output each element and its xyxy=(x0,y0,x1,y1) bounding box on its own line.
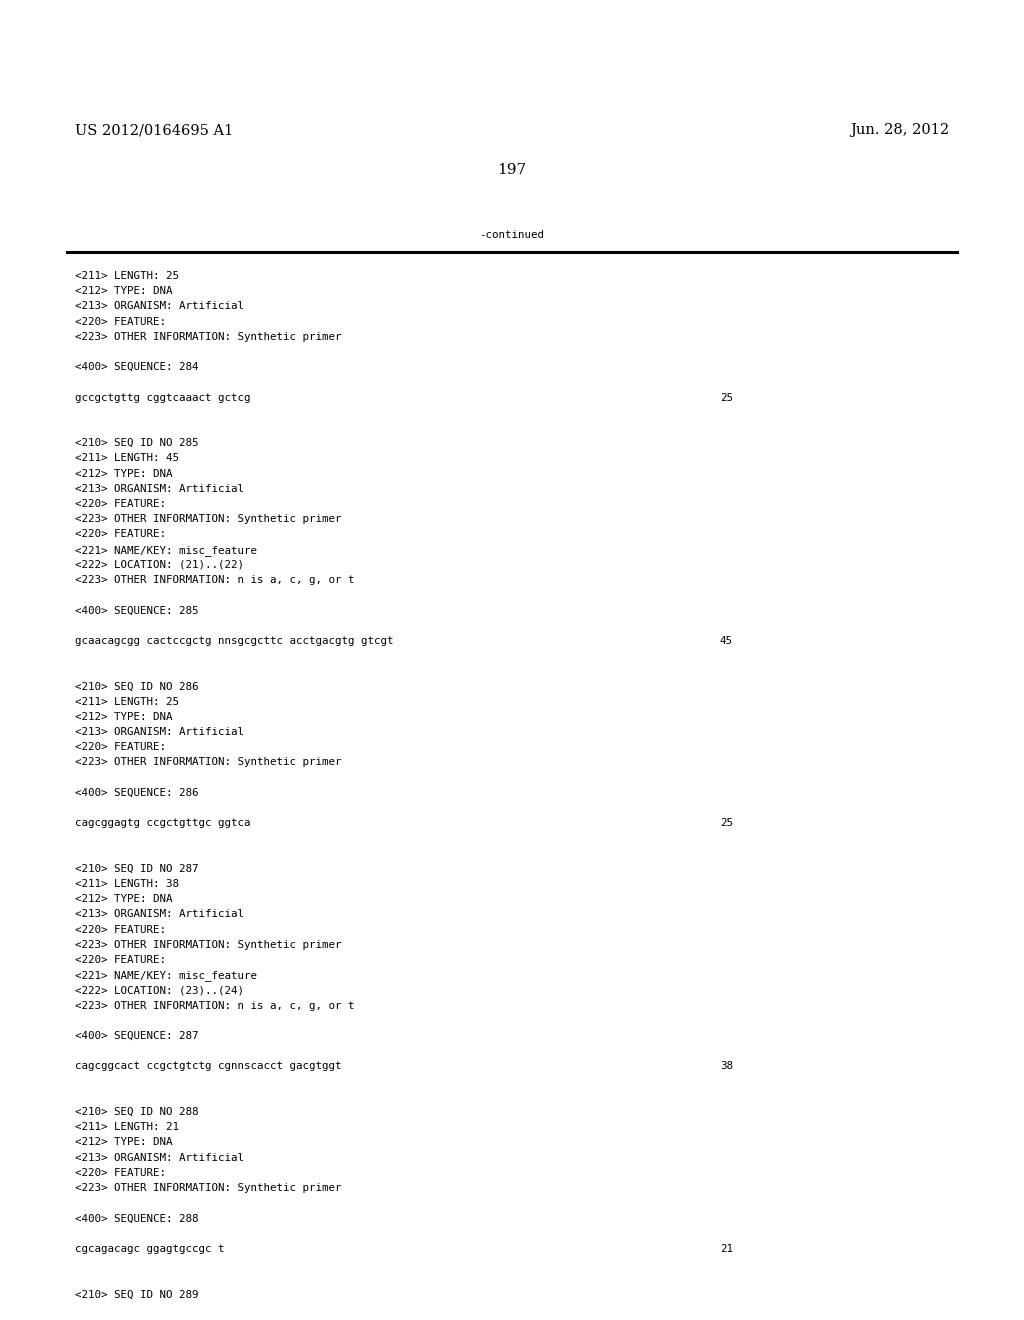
Text: <222> LOCATION: (21)..(22): <222> LOCATION: (21)..(22) xyxy=(75,560,244,570)
Text: <223> OTHER INFORMATION: n is a, c, g, or t: <223> OTHER INFORMATION: n is a, c, g, o… xyxy=(75,576,354,585)
Text: US 2012/0164695 A1: US 2012/0164695 A1 xyxy=(75,123,233,137)
Text: 25: 25 xyxy=(720,392,733,403)
Text: 21: 21 xyxy=(720,1243,733,1254)
Text: <223> OTHER INFORMATION: Synthetic primer: <223> OTHER INFORMATION: Synthetic prime… xyxy=(75,1183,341,1193)
Text: gcaacagcgg cactccgctg nnsgcgcttc acctgacgtg gtcgt: gcaacagcgg cactccgctg nnsgcgcttc acctgac… xyxy=(75,636,393,645)
Text: <223> OTHER INFORMATION: Synthetic primer: <223> OTHER INFORMATION: Synthetic prime… xyxy=(75,331,341,342)
Text: 45: 45 xyxy=(720,636,733,645)
Text: <223> OTHER INFORMATION: Synthetic primer: <223> OTHER INFORMATION: Synthetic prime… xyxy=(75,515,341,524)
Text: cgcagacagc ggagtgccgc t: cgcagacagc ggagtgccgc t xyxy=(75,1243,224,1254)
Text: <220> FEATURE:: <220> FEATURE: xyxy=(75,317,166,326)
Text: <213> ORGANISM: Artificial: <213> ORGANISM: Artificial xyxy=(75,1152,244,1163)
Text: <210> SEQ ID NO 287: <210> SEQ ID NO 287 xyxy=(75,863,199,874)
Text: <211> LENGTH: 38: <211> LENGTH: 38 xyxy=(75,879,179,888)
Text: <220> FEATURE:: <220> FEATURE: xyxy=(75,529,166,540)
Text: gccgctgttg cggtcaaact gctcg: gccgctgttg cggtcaaact gctcg xyxy=(75,392,251,403)
Text: <400> SEQUENCE: 284: <400> SEQUENCE: 284 xyxy=(75,362,199,372)
Text: <212> TYPE: DNA: <212> TYPE: DNA xyxy=(75,469,172,479)
Text: <212> TYPE: DNA: <212> TYPE: DNA xyxy=(75,286,172,296)
Text: <220> FEATURE:: <220> FEATURE: xyxy=(75,499,166,510)
Text: <213> ORGANISM: Artificial: <213> ORGANISM: Artificial xyxy=(75,909,244,920)
Text: <210> SEQ ID NO 288: <210> SEQ ID NO 288 xyxy=(75,1107,199,1117)
Text: <213> ORGANISM: Artificial: <213> ORGANISM: Artificial xyxy=(75,484,244,494)
Text: <400> SEQUENCE: 288: <400> SEQUENCE: 288 xyxy=(75,1213,199,1224)
Text: cagcggcact ccgctgtctg cgnnscacct gacgtggt: cagcggcact ccgctgtctg cgnnscacct gacgtgg… xyxy=(75,1061,341,1072)
Text: <211> LENGTH: 25: <211> LENGTH: 25 xyxy=(75,697,179,706)
Text: <211> LENGTH: 25: <211> LENGTH: 25 xyxy=(75,271,179,281)
Text: <211> LENGTH: 21: <211> LENGTH: 21 xyxy=(75,1122,179,1133)
Text: <210> SEQ ID NO 286: <210> SEQ ID NO 286 xyxy=(75,681,199,692)
Text: <220> FEATURE:: <220> FEATURE: xyxy=(75,742,166,752)
Text: <213> ORGANISM: Artificial: <213> ORGANISM: Artificial xyxy=(75,301,244,312)
Text: <221> NAME/KEY: misc_feature: <221> NAME/KEY: misc_feature xyxy=(75,970,257,981)
Text: <400> SEQUENCE: 286: <400> SEQUENCE: 286 xyxy=(75,788,199,797)
Text: 197: 197 xyxy=(498,162,526,177)
Text: 38: 38 xyxy=(720,1061,733,1072)
Text: <400> SEQUENCE: 287: <400> SEQUENCE: 287 xyxy=(75,1031,199,1041)
Text: <220> FEATURE:: <220> FEATURE: xyxy=(75,1168,166,1177)
Text: <212> TYPE: DNA: <212> TYPE: DNA xyxy=(75,1138,172,1147)
Text: <223> OTHER INFORMATION: n is a, c, g, or t: <223> OTHER INFORMATION: n is a, c, g, o… xyxy=(75,1001,354,1011)
Text: <220> FEATURE:: <220> FEATURE: xyxy=(75,954,166,965)
Text: <212> TYPE: DNA: <212> TYPE: DNA xyxy=(75,711,172,722)
Text: <210> SEQ ID NO 285: <210> SEQ ID NO 285 xyxy=(75,438,199,449)
Text: -continued: -continued xyxy=(479,230,545,240)
Text: <223> OTHER INFORMATION: Synthetic primer: <223> OTHER INFORMATION: Synthetic prime… xyxy=(75,758,341,767)
Text: <211> LENGTH: 45: <211> LENGTH: 45 xyxy=(75,453,179,463)
Text: <213> ORGANISM: Artificial: <213> ORGANISM: Artificial xyxy=(75,727,244,737)
Text: <221> NAME/KEY: misc_feature: <221> NAME/KEY: misc_feature xyxy=(75,545,257,556)
Text: <400> SEQUENCE: 285: <400> SEQUENCE: 285 xyxy=(75,606,199,615)
Text: cagcggagtg ccgctgttgc ggtca: cagcggagtg ccgctgttgc ggtca xyxy=(75,818,251,828)
Text: Jun. 28, 2012: Jun. 28, 2012 xyxy=(850,123,949,137)
Text: <223> OTHER INFORMATION: Synthetic primer: <223> OTHER INFORMATION: Synthetic prime… xyxy=(75,940,341,950)
Text: <210> SEQ ID NO 289: <210> SEQ ID NO 289 xyxy=(75,1290,199,1299)
Text: <222> LOCATION: (23)..(24): <222> LOCATION: (23)..(24) xyxy=(75,986,244,995)
Text: 25: 25 xyxy=(720,818,733,828)
Text: <212> TYPE: DNA: <212> TYPE: DNA xyxy=(75,894,172,904)
Text: <220> FEATURE:: <220> FEATURE: xyxy=(75,924,166,935)
